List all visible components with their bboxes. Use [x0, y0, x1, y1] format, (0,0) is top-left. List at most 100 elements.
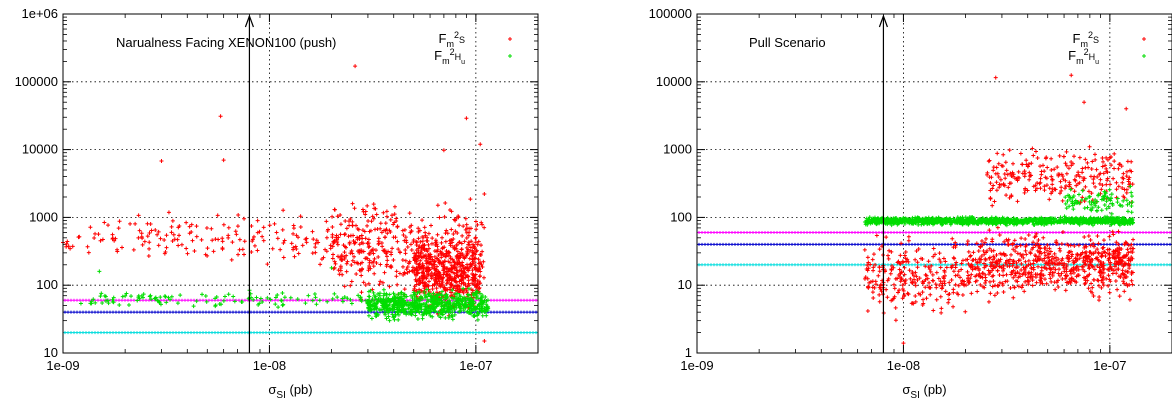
data-point [906, 234, 911, 239]
data-point [1065, 242, 1070, 247]
data-point [163, 294, 168, 299]
data-point [937, 283, 942, 288]
data-point [147, 240, 152, 245]
data-point [1007, 257, 1012, 262]
data-point [330, 256, 335, 261]
data-point [168, 297, 173, 302]
data-point [413, 300, 418, 305]
data-point [1101, 263, 1106, 268]
data-point [1071, 277, 1076, 282]
data-point [1127, 262, 1132, 267]
data-point [424, 300, 429, 305]
data-point [424, 287, 429, 292]
data-point [416, 262, 421, 267]
data-point [421, 246, 426, 251]
data-point [430, 287, 435, 292]
data-point [439, 300, 444, 305]
data-point [1096, 258, 1101, 263]
data-point [435, 232, 440, 237]
data-point [427, 303, 432, 308]
data-point [1011, 241, 1016, 246]
data-point [250, 239, 255, 244]
data-point [1088, 259, 1093, 264]
data-point [265, 262, 270, 267]
data-point [93, 231, 98, 236]
data-point [424, 276, 429, 281]
data-point [458, 287, 463, 292]
data-point [896, 272, 901, 277]
data-point [1096, 283, 1101, 288]
data-point [391, 258, 396, 263]
data-point [1061, 265, 1066, 270]
data-point [385, 231, 390, 236]
data-point [475, 267, 480, 272]
data-point [342, 295, 347, 300]
data-point [457, 309, 462, 314]
data-point [443, 239, 448, 244]
data-point [171, 232, 176, 237]
data-point [98, 294, 103, 299]
data-point [372, 271, 377, 276]
data-point [934, 285, 939, 290]
data-point [430, 236, 435, 241]
data-point [1072, 260, 1077, 265]
data-point [1035, 241, 1040, 246]
data-point [347, 219, 352, 224]
data-point [1073, 256, 1078, 261]
data-point [1016, 284, 1021, 289]
data-point [310, 229, 315, 234]
data-point [405, 270, 410, 275]
data-point [1005, 279, 1010, 284]
data-point [371, 264, 376, 269]
data-point [865, 255, 870, 260]
data-point [386, 296, 391, 301]
data-point [452, 312, 457, 317]
data-point [335, 254, 340, 259]
data-point [1075, 264, 1080, 269]
data-point [475, 317, 480, 322]
data-point [279, 298, 284, 303]
data-point [481, 275, 486, 280]
data-point [947, 291, 952, 296]
data-point [465, 273, 470, 278]
data-point [453, 296, 458, 301]
data-point [478, 306, 483, 311]
data-point [940, 281, 945, 286]
data-point [145, 234, 150, 239]
reference-line [63, 331, 538, 335]
data-point [401, 292, 406, 297]
data-point [394, 269, 399, 274]
data-point [923, 285, 928, 290]
data-point [965, 239, 970, 244]
data-point [366, 289, 371, 294]
data-point [349, 279, 354, 284]
data-point [371, 216, 376, 221]
data-point [1111, 232, 1116, 237]
data-point [411, 240, 416, 245]
data-point [470, 308, 475, 313]
data-point [987, 228, 992, 233]
data-point [422, 225, 427, 230]
data-point [185, 251, 190, 256]
data-point [361, 209, 366, 214]
data-point [926, 259, 931, 264]
data-point [1040, 258, 1045, 263]
data-point [484, 302, 489, 307]
data-point [913, 257, 918, 262]
data-point [429, 271, 434, 276]
data-point [456, 214, 461, 219]
data-point [226, 225, 231, 230]
data-point [862, 276, 867, 281]
data-point [417, 278, 422, 283]
data-point [422, 290, 427, 295]
data-point [429, 297, 434, 302]
data-point [877, 292, 882, 297]
data-point [951, 290, 956, 295]
data-point [898, 253, 903, 258]
data-point [444, 292, 449, 297]
data-point [433, 273, 438, 278]
data-point [1063, 276, 1068, 281]
data-point [324, 235, 329, 240]
data-point [997, 280, 1002, 285]
data-point [438, 315, 443, 320]
